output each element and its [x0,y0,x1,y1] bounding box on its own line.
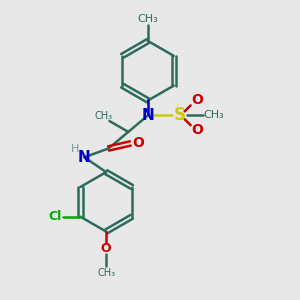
Text: O: O [132,136,144,151]
Text: CH₃: CH₃ [97,268,115,278]
Text: CH₃: CH₃ [138,14,158,24]
Text: N: N [78,150,91,165]
Text: Cl: Cl [48,210,61,223]
Text: CH₃: CH₃ [203,110,224,120]
Text: S: S [174,106,186,124]
Text: O: O [192,123,203,137]
Text: CH₃: CH₃ [94,111,112,121]
Text: N: N [142,108,154,123]
Text: H: H [71,144,80,154]
Text: O: O [192,94,203,107]
Text: O: O [101,242,112,255]
